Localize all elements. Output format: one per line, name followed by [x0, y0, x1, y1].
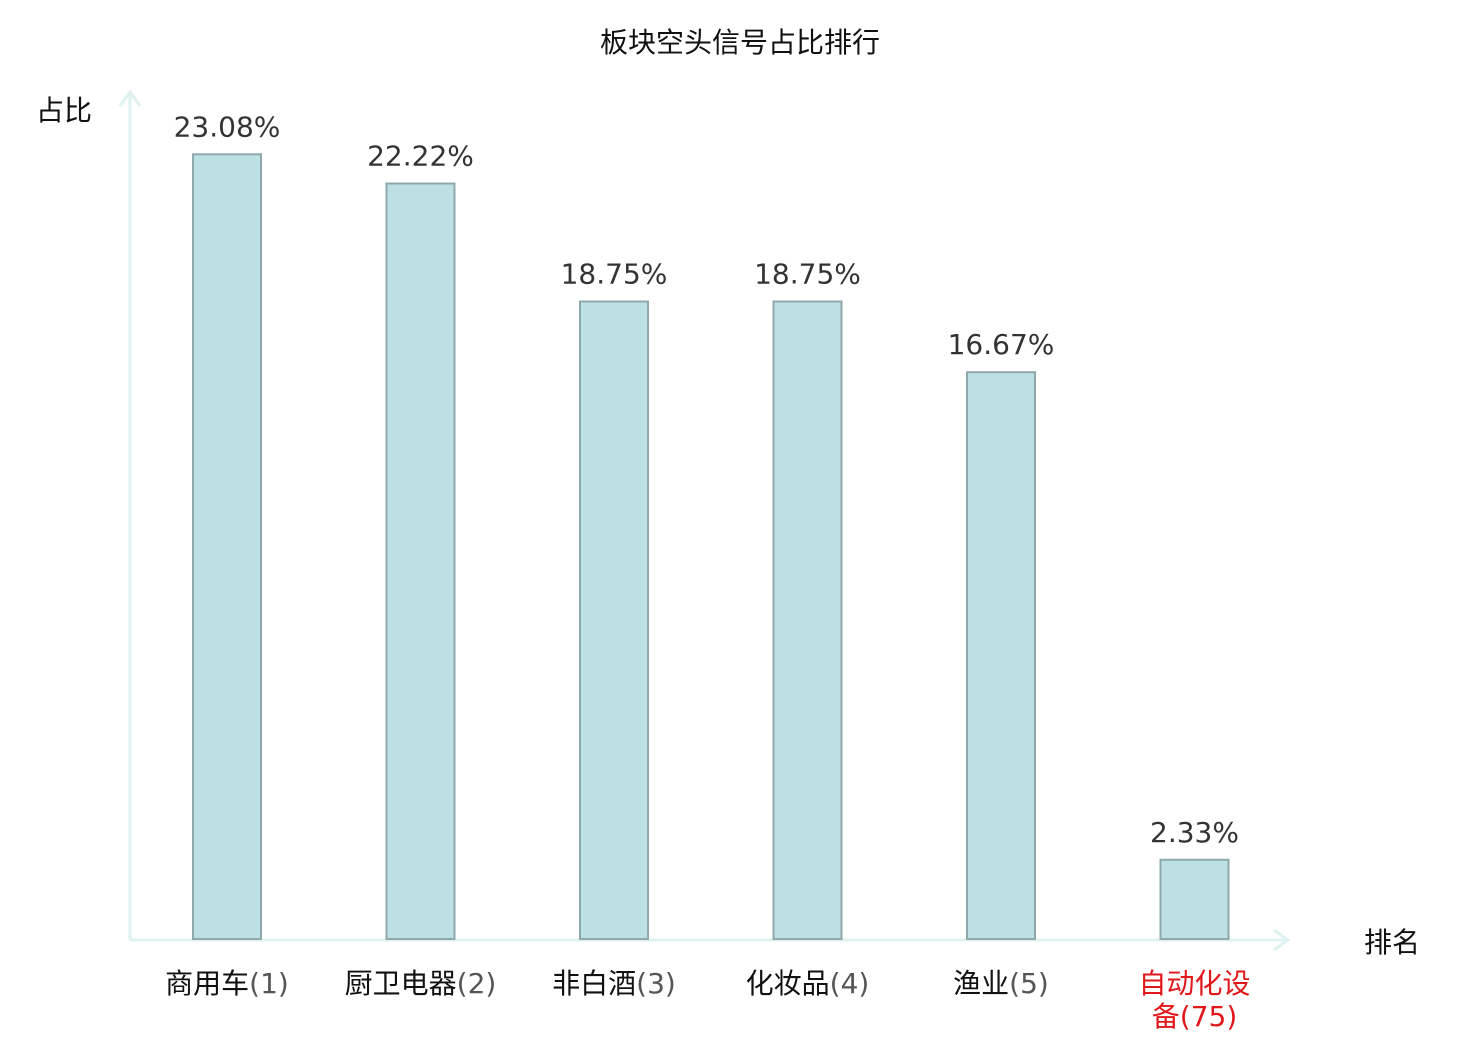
category-name: 厨卫电器 [345, 967, 457, 1000]
category-name: 渔业 [953, 967, 1009, 1000]
data-labels-group: 23.08% 22.22% 18.75% 18.75% 16.67% 2.33% [174, 110, 1239, 849]
category-label: 自动化设 [1138, 967, 1250, 1000]
category-label: 非白酒(3) [552, 967, 676, 1000]
category-label: 商用车(1) [165, 967, 289, 1000]
bar [1159, 858, 1230, 941]
bar [579, 300, 649, 940]
category-label: 化妆品(4) [746, 967, 870, 1000]
chart-title: 板块空头信号占比排行 [600, 26, 880, 59]
data-label: 18.75% [754, 258, 861, 291]
category-rank: (1) [249, 967, 289, 1000]
category-rank: (75) [1180, 1000, 1237, 1033]
bar [966, 371, 1036, 941]
category-rank: (3) [636, 967, 676, 1000]
y-axis-label: 占比 [36, 94, 92, 127]
bar [772, 300, 843, 940]
category-name: 商用车 [165, 967, 249, 1000]
category-name: 备 [1152, 1000, 1180, 1033]
data-label: 18.75% [561, 258, 668, 291]
data-label: 23.08% [174, 110, 281, 143]
category-name: 非白酒 [552, 967, 636, 1000]
axes [118, 89, 1291, 952]
category-label: 备(75) [1152, 1000, 1238, 1033]
data-label: 2.33% [1150, 816, 1239, 849]
data-label: 22.22% [367, 140, 474, 173]
category-label: 厨卫电器(2) [345, 967, 497, 1000]
x-axis-label: 排名 [1364, 926, 1420, 959]
category-rank: (5) [1009, 967, 1049, 1000]
bar [192, 153, 262, 940]
category-rank: (4) [830, 967, 870, 1000]
x-axis-arrow [1273, 928, 1291, 952]
category-name: 化妆品 [746, 967, 830, 1000]
y-axis-arrow [118, 89, 142, 107]
category-rank: (2) [457, 967, 497, 1000]
category-name: 自动化设 [1138, 967, 1250, 1000]
bar [385, 182, 456, 940]
data-label: 16.67% [948, 328, 1055, 361]
bars-group [192, 153, 1230, 941]
category-label: 渔业(5) [953, 967, 1049, 1000]
